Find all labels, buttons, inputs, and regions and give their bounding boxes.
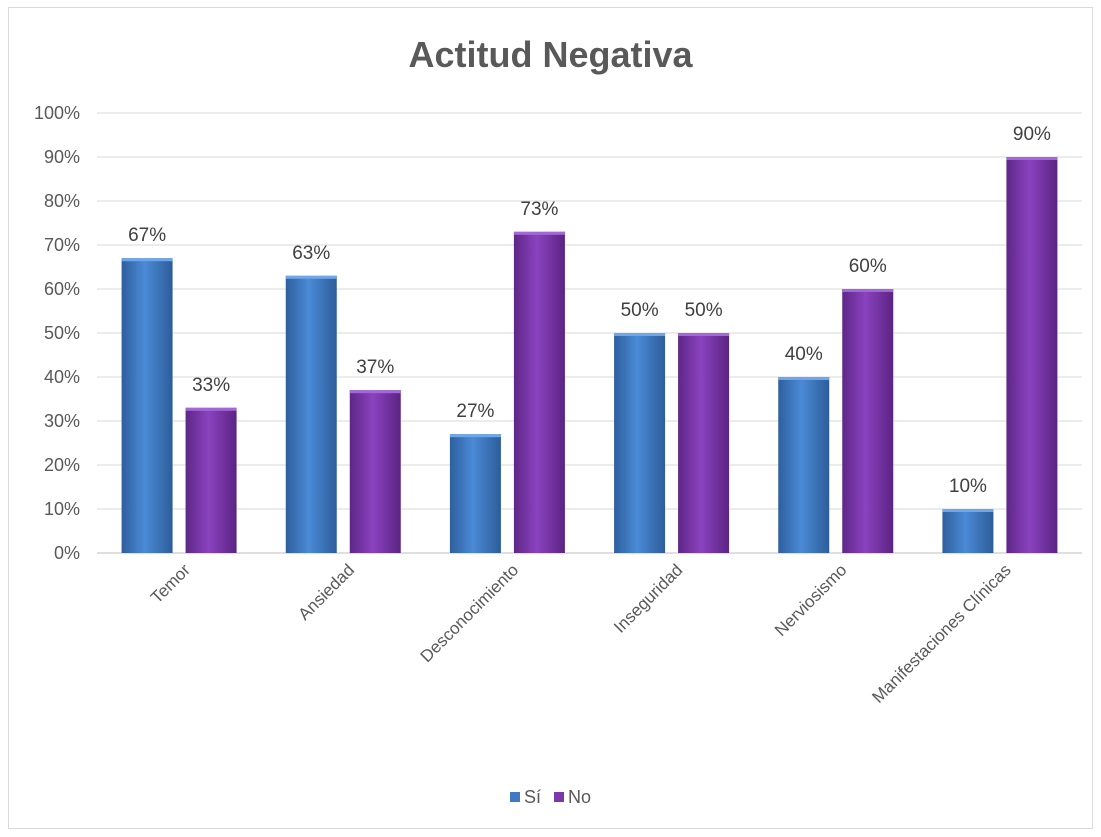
bar-no	[1006, 157, 1058, 553]
data-label: 33%	[192, 375, 230, 396]
bar-top-cap	[513, 231, 565, 235]
bar-top-cap	[614, 333, 666, 336]
bar-no	[842, 289, 894, 553]
y-tick-label: 0%	[54, 543, 80, 563]
x-category-label: Ansiedad	[295, 560, 359, 624]
bar-no	[185, 407, 237, 553]
data-label: 50%	[621, 300, 659, 321]
bar-si	[778, 377, 830, 553]
bar-top-cap	[778, 377, 830, 380]
y-tick-label: 30%	[44, 411, 80, 431]
bar-top-cap	[1006, 157, 1058, 160]
bar-top-cap	[121, 258, 173, 262]
bar-top-cap	[449, 434, 501, 438]
legend-label-si: Sí	[523, 786, 541, 807]
bar-si	[285, 275, 337, 553]
bar-top-cap	[185, 407, 237, 411]
data-labels: 67% 33% 63% 37% 27% 73% 50% 50% 40% 60% 10% 90%	[128, 124, 1051, 497]
x-category-label: Desconocimiento	[417, 560, 523, 666]
bar-no	[513, 231, 565, 554]
data-label: 90%	[1013, 124, 1051, 145]
bar-top-cap	[942, 509, 994, 512]
bar-top-cap	[678, 333, 730, 336]
bar-si	[942, 509, 994, 553]
y-tick-label: 40%	[44, 367, 80, 387]
bar-si	[121, 258, 173, 553]
data-label: 67%	[128, 225, 166, 246]
bars	[121, 157, 1058, 554]
legend: Sí No	[0, 786, 1101, 808]
x-category-label: Temor	[147, 560, 194, 607]
y-tick-label: 90%	[44, 147, 80, 167]
bar-top-cap	[842, 289, 894, 292]
bar-no	[349, 390, 401, 553]
legend-swatch-si	[509, 792, 520, 802]
chart-title: Actitud Negativa	[408, 34, 693, 75]
data-label: 50%	[685, 300, 723, 321]
gridlines	[97, 112, 1082, 554]
bar-si	[449, 434, 501, 553]
data-label: 73%	[520, 199, 558, 220]
bar-no	[678, 333, 730, 553]
data-label: 63%	[292, 243, 330, 264]
data-label: 27%	[456, 401, 494, 422]
data-label: 40%	[785, 344, 823, 365]
data-label: 60%	[849, 256, 887, 277]
y-axis-ticks: 0% 10% 20% 30% 40% 50% 60% 70% 80% 90% 100%	[34, 103, 80, 563]
y-tick-label: 80%	[44, 191, 80, 211]
y-tick-label: 50%	[44, 323, 80, 343]
x-category-label: Manifestaciones Clínicas	[868, 560, 1014, 706]
bar-top-cap	[349, 390, 401, 394]
y-tick-label: 100%	[34, 103, 80, 123]
bar-top-cap	[285, 275, 337, 279]
x-axis-categories: Temor Ansiedad Desconocimiento Inseguridad N…	[147, 560, 1015, 707]
legend-label-no: No	[568, 786, 592, 807]
y-tick-label: 10%	[44, 499, 80, 519]
data-label: 37%	[356, 357, 394, 378]
x-category-label: Nerviosismo	[771, 560, 851, 640]
y-tick-label: 20%	[44, 455, 80, 475]
legend-item-no: No	[554, 787, 591, 808]
legend-item-si: Sí	[509, 786, 541, 808]
y-tick-label: 60%	[44, 279, 80, 299]
legend-swatch-no	[554, 792, 564, 802]
y-tick-label: 70%	[44, 235, 80, 255]
x-category-label: Inseguridad	[610, 560, 686, 636]
data-label: 10%	[949, 476, 987, 497]
bar-si	[614, 333, 666, 553]
